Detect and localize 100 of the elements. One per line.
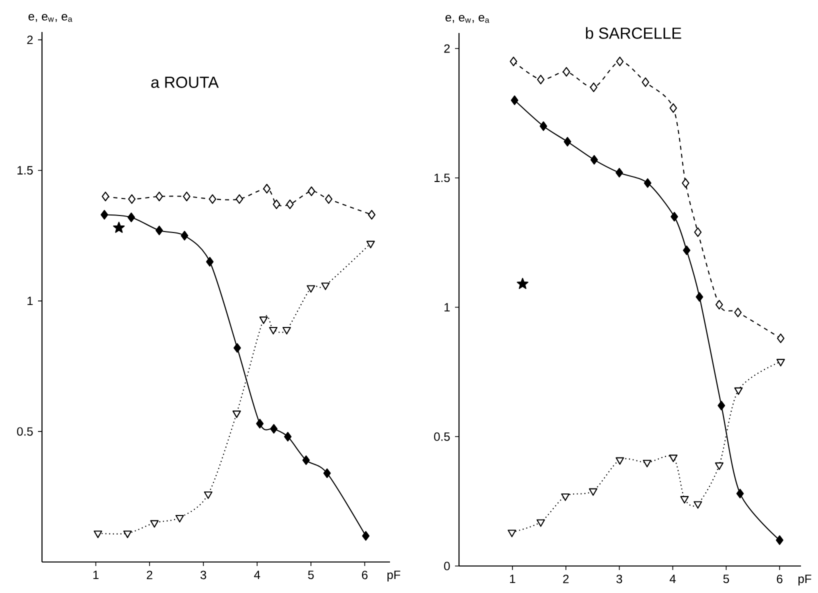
point [128,212,136,222]
point [562,67,570,77]
point [269,326,278,334]
point [510,56,518,66]
y-tick-label: 2 [27,36,33,44]
point [256,418,264,428]
point [362,531,370,541]
x-tick-label: 2 [563,574,569,584]
point [716,300,723,310]
point [128,194,136,204]
point [734,308,742,318]
y-tick-label: 0.5 [17,427,33,436]
point [536,519,545,527]
point [694,501,702,509]
point [616,168,624,178]
y-tick-label: 0.5 [434,432,450,441]
point [644,178,652,188]
point [180,230,188,240]
point [776,358,785,366]
point [715,462,724,470]
point [508,530,516,538]
point [694,227,702,238]
x-tick-label: 1 [510,574,516,583]
point [588,488,598,496]
y-tick-label: 1 [444,303,450,312]
point [516,278,528,289]
point [682,246,690,256]
y-axis-title: e, e$_{w}$, e$_{a}$ [446,14,490,23]
x-tick-label: 5 [308,570,314,580]
point [259,316,268,324]
y-tick-label: 2 [444,44,450,53]
y-tick-label: 1.5 [18,166,33,175]
x-axis-title: pF [387,570,400,582]
point [669,454,678,462]
point [682,178,690,188]
point [590,82,598,92]
y-tick-label: 0 [444,562,450,570]
point [776,334,784,344]
point [123,530,132,538]
point [321,282,330,290]
point [175,514,184,522]
point [616,457,624,465]
chart-title: b SARCELLE [586,27,682,39]
point [234,343,241,353]
point [324,194,332,204]
x-tick-label: 6 [362,570,368,580]
x-tick-label: 5 [723,574,730,584]
point [366,240,375,248]
x-axis-title: pF [798,574,812,586]
point [156,226,163,236]
x-tick-label: 4 [254,570,260,579]
point [306,285,316,293]
y-tick-label: 1.5 [434,174,450,182]
point [302,455,310,465]
point [642,460,652,468]
point [616,56,624,66]
point [263,184,271,194]
point [150,520,159,528]
point [736,488,744,498]
point [696,292,704,302]
point [368,210,376,220]
point [776,535,784,545]
x-tick-label: 3 [616,574,622,584]
point [286,200,294,210]
x-tick-label: 2 [146,570,152,580]
text: a ROUTA [151,76,219,88]
point [308,186,316,196]
x-tick-label: 6 [776,574,782,584]
point [561,493,570,501]
point [270,424,278,434]
point [232,410,241,418]
y-axis-title: e, e$_{w}$, e$_{a}$ [28,14,72,22]
y-tick-label: 1 [28,296,33,306]
point [182,192,190,202]
point [208,194,216,204]
point [642,77,650,87]
point [718,400,726,410]
x-tick-label: 1 [93,570,99,579]
point [284,432,292,442]
point [323,468,331,478]
point [510,95,518,106]
point [282,326,291,334]
point [204,491,212,499]
x-tick-label: 4 [670,574,676,583]
point [590,154,598,165]
point [113,222,125,233]
point [272,200,280,210]
point [734,387,743,395]
point [156,192,163,202]
point [540,121,548,131]
point [206,256,214,267]
point [680,496,689,504]
point [670,212,678,222]
point [100,210,108,220]
point [94,530,102,538]
point [537,74,544,84]
point [236,194,244,204]
point [564,136,572,146]
point [670,103,678,113]
x-tick-label: 3 [200,570,206,580]
